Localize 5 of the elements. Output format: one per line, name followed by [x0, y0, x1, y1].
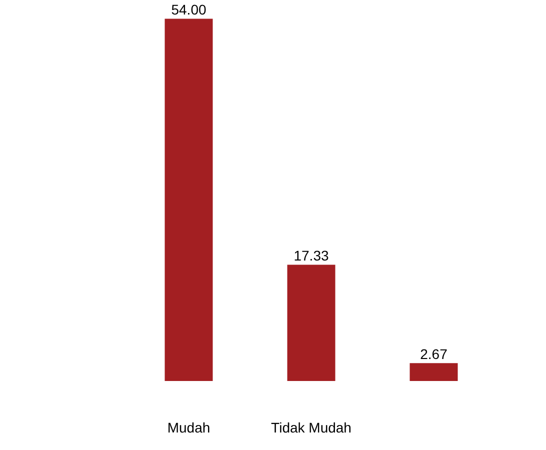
data-label: 17.33 — [294, 248, 329, 264]
x-tick-label: Mudah — [167, 420, 210, 436]
data-label: 54.00 — [171, 2, 206, 18]
x-tick-label: Tidak Mudah — [271, 420, 352, 436]
data-label: 2.67 — [420, 346, 448, 362]
